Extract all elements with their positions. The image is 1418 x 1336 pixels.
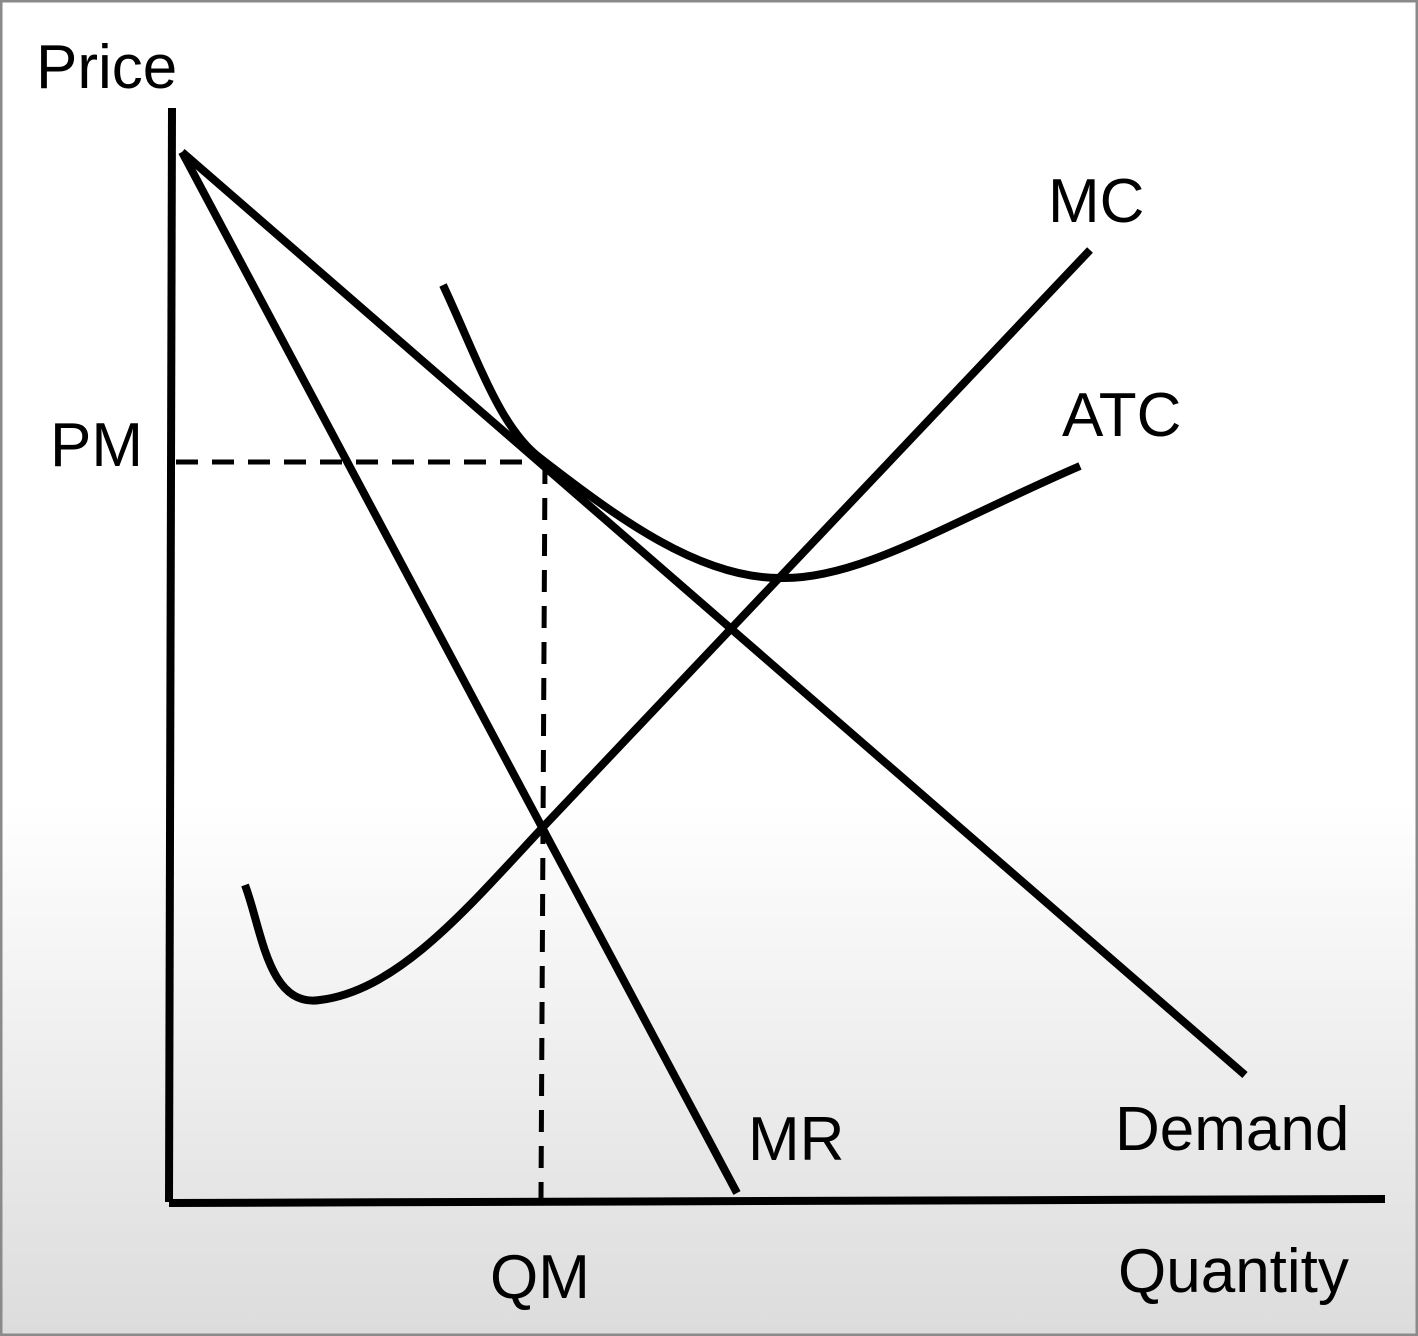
atc-label: ATC — [1062, 381, 1181, 450]
x-axis — [168, 1195, 1386, 1207]
y-axis — [165, 107, 176, 1203]
demand-curve — [179, 148, 1248, 1079]
mc-label: MC — [1048, 167, 1144, 236]
mr-label: MR — [748, 1105, 844, 1174]
pm-label: PM — [50, 411, 143, 480]
x-axis-label: Quantity — [1118, 1237, 1349, 1306]
qm-label: QM — [490, 1243, 590, 1312]
mr-curve — [178, 150, 741, 1195]
y-axis-label: Price — [36, 33, 177, 102]
demand-label: Demand — [1115, 1095, 1349, 1164]
atc-curve — [439, 283, 1082, 583]
mc-curve — [241, 247, 1093, 1005]
